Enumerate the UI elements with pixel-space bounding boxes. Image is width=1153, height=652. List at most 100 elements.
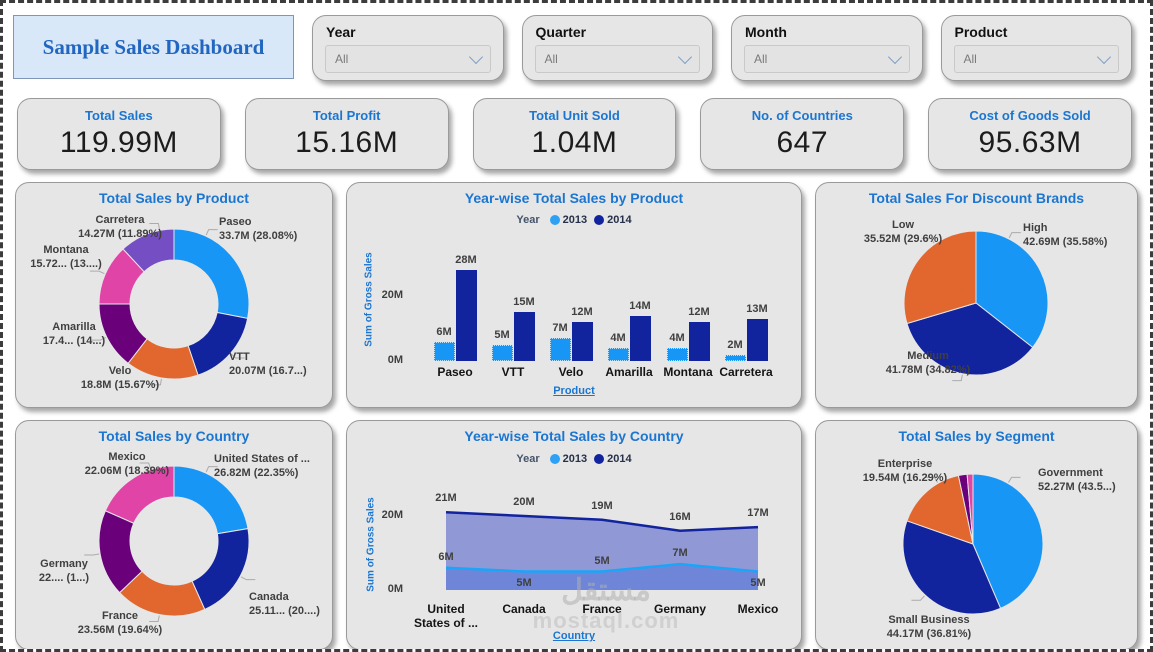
year-wise-total-sales-by-country-svg <box>445 511 759 590</box>
chevron-down-icon <box>677 49 693 64</box>
slice-label-text: High <box>1023 222 1048 234</box>
slice-label-text: Government <box>1038 467 1103 479</box>
slice-label-text: 42.69M (35.58%) <box>1023 235 1108 248</box>
y-axis-tick: 20M <box>381 509 403 521</box>
bar-data-label: 12M <box>571 306 593 318</box>
label-leader-line <box>952 374 963 382</box>
label-leader-line <box>205 229 218 236</box>
carretera-slice[interactable] <box>122 228 175 273</box>
category-label: Amarilla <box>605 365 653 379</box>
medium-slice[interactable] <box>906 302 1034 376</box>
high-slice[interactable] <box>975 230 1049 349</box>
kpi-value: 15.16M <box>295 126 399 159</box>
charts-row-top: Total Sales by Product Paseo 33.7M (28.08… <box>15 182 1138 408</box>
year-dropdown[interactable]: All <box>325 45 491 73</box>
bar-paseo-2013[interactable] <box>433 341 455 361</box>
category-label: VTT <box>501 365 525 379</box>
label-leader-line <box>230 353 245 359</box>
bar-paseo-2014[interactable] <box>455 270 477 361</box>
product-dropdown[interactable]: All <box>953 45 1119 73</box>
velo-label: Velo 18.8M (15.67%) <box>59 365 181 392</box>
kpi-label: Cost of Goods Sold <box>969 108 1091 123</box>
area-data-label: 16M <box>669 510 691 523</box>
bar-velo-2013[interactable] <box>549 338 571 361</box>
y-axis-tick: 0M <box>387 354 403 366</box>
dashboard-title-text: Sample Sales Dashboard <box>42 34 265 59</box>
category-label: Velo <box>558 365 584 379</box>
filter-label: Quarter <box>535 24 587 40</box>
slice-slice[interactable] <box>966 473 974 545</box>
legend-item-2013[interactable]: 2013 <box>549 214 587 226</box>
government-slice[interactable] <box>972 473 1044 610</box>
total-sales-by-country-donut-card: Total Sales by Country United States of … <box>15 420 333 649</box>
area-data-label: 5M <box>516 576 532 589</box>
dashboard-title: Sample Sales Dashboard <box>13 15 294 79</box>
quarter-dropdown[interactable]: All <box>534 45 700 73</box>
bar-data-label: 14M <box>629 299 651 312</box>
low-slice[interactable] <box>903 230 977 325</box>
yearwise-sales-by-product-bar-card: Year-wise Total Sales by Product Year 20… <box>346 182 802 408</box>
area-2013[interactable] <box>446 564 758 590</box>
slice-label-text: 41.78M (34.82%) <box>885 363 971 376</box>
legend-item-2013[interactable]: 2013 <box>549 453 587 465</box>
slice-label-text: Medium <box>907 350 949 362</box>
enterprise-slice[interactable] <box>906 474 974 545</box>
slice-label-text: 33.7M (28.08%) <box>219 229 298 242</box>
x-axis-title-link[interactable]: Product <box>553 385 595 397</box>
slice-label-text: 18.8M (15.67%) <box>80 378 160 391</box>
legend-item-2014[interactable]: 2014 <box>594 453 632 465</box>
bar-vtt-2014[interactable] <box>513 312 535 361</box>
slice-label-text: 26.82M (22.35%) <box>214 466 299 479</box>
legend-dot-2013 <box>549 454 560 464</box>
slice-label-text: 44.17M (36.81%) <box>886 627 972 640</box>
montana-label: Montana 15.72... (13....) <box>16 244 116 271</box>
mexico-slice[interactable] <box>104 465 175 524</box>
bar-carretera-2013[interactable] <box>724 354 746 361</box>
slice-label-text: 35.52M (29.6%) <box>863 232 943 245</box>
small-business-label: Small Business 44.17M (36.81%) <box>849 614 1009 641</box>
legend-label: 2014 <box>607 453 632 465</box>
bar-data-label: 4M <box>669 332 685 344</box>
vtt-label: VTT 20.07M (16.7...) <box>229 351 307 378</box>
bar-montana-2014[interactable] <box>688 322 710 361</box>
kpi-value: 95.63M <box>978 126 1082 159</box>
month-dropdown[interactable]: All <box>744 45 910 73</box>
small-business-slice[interactable] <box>902 520 1002 615</box>
kpi-value: 119.99M <box>59 126 178 159</box>
slice-label-text: 52.27M (43.5...) <box>1038 480 1116 493</box>
legend-item-2014[interactable]: 2014 <box>594 214 632 226</box>
slice-label-text: Montana <box>43 244 89 256</box>
bar-velo-2014[interactable] <box>571 322 593 361</box>
category-label: Canada <box>479 602 569 617</box>
canada-slice[interactable] <box>191 527 250 611</box>
bar-vtt-2013[interactable] <box>491 344 513 361</box>
line-2014[interactable] <box>445 511 759 533</box>
legend-dot-2013 <box>549 215 560 225</box>
slice-label-text: Paseo <box>219 216 252 228</box>
category-label: Paseo <box>437 365 473 379</box>
bar-montana-2013[interactable] <box>666 348 688 361</box>
bar-amarilla-2014[interactable] <box>629 315 651 361</box>
legend-title: Year <box>516 214 540 226</box>
slice-label-text: 22.06M (18.39%) <box>84 464 170 477</box>
legend-dot-2014 <box>594 454 605 464</box>
category-label: France <box>557 602 647 617</box>
bar-carretera-2014[interactable] <box>746 318 768 361</box>
x-axis-title-link[interactable]: Country <box>552 630 596 642</box>
category-label-line: France <box>582 602 622 616</box>
label-leader-line <box>149 223 160 230</box>
total-sales-by-product-svg <box>89 223 250 386</box>
total-sales-by-segment-pie-card: Total Sales by Segment Government 52.27M … <box>815 420 1138 649</box>
filter-label: Year <box>326 24 356 40</box>
area-data-label: 7M <box>672 547 688 560</box>
bar-data-label: 6M <box>436 325 452 338</box>
kpi-cost-of-goods-sold: Cost of Goods Sold 95.63M <box>928 98 1132 170</box>
bar-data-label: 15M <box>513 296 535 309</box>
year-dropdown-value: All <box>335 52 349 66</box>
bar-amarilla-2013[interactable] <box>607 348 629 361</box>
canada-label: Canada 25.11... (20....) <box>249 591 320 618</box>
carretera-label: Carretera 14.27M (11.89%) <box>60 214 180 241</box>
kpi-label: Total Sales <box>85 108 153 123</box>
line-2013[interactable] <box>445 562 759 573</box>
